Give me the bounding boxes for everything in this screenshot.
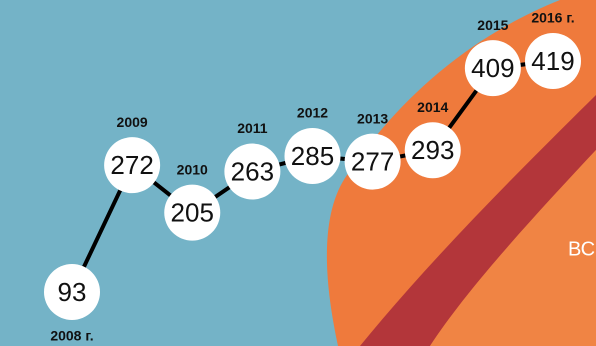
- value-label: 263: [231, 156, 274, 186]
- red-stripe: [360, 95, 596, 346]
- year-label: 2010: [177, 161, 208, 177]
- point: [525, 33, 581, 89]
- year-label: 2016 г.: [531, 10, 574, 26]
- value-label: 277: [351, 146, 394, 176]
- year-label: 2011: [237, 120, 268, 136]
- point: [464, 40, 521, 97]
- year-label: 2008 г.: [50, 328, 93, 344]
- value-label: 93: [58, 277, 87, 307]
- point: [224, 143, 281, 200]
- point: [44, 264, 100, 320]
- year-label: 2013: [357, 110, 388, 126]
- year-label: 2012: [297, 105, 328, 121]
- orange-shape-right: [430, 150, 596, 346]
- value-label: 272: [110, 150, 153, 180]
- year-label: 2009: [117, 114, 148, 130]
- year-label: 2015: [477, 17, 508, 33]
- point: [344, 133, 401, 190]
- value-label: 205: [171, 198, 214, 228]
- value-label: 285: [291, 141, 334, 171]
- value-label: 419: [531, 46, 574, 76]
- value-label: 409: [471, 53, 514, 83]
- annotation: ВС: [568, 238, 595, 260]
- value-label: 293: [411, 135, 454, 165]
- point: [404, 122, 461, 179]
- point: [104, 137, 161, 194]
- year-label: 2014: [417, 99, 448, 115]
- point: [284, 127, 341, 184]
- point: [164, 184, 221, 241]
